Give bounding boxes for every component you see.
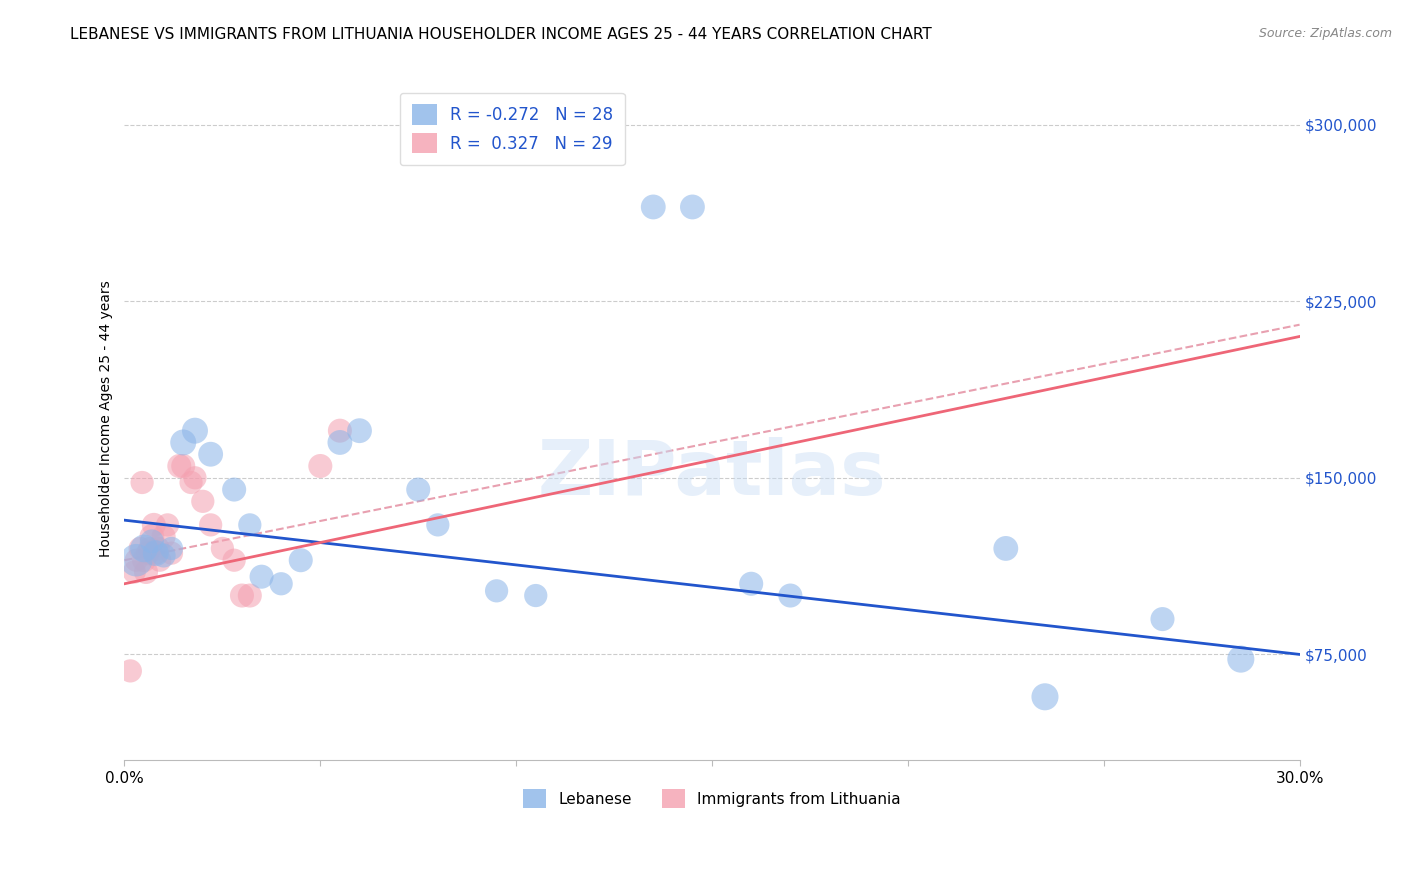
Point — [160, 541, 183, 556]
Point — [146, 541, 169, 556]
Point — [169, 458, 191, 473]
Y-axis label: Householder Income Ages 25 - 44 years: Householder Income Ages 25 - 44 years — [100, 281, 114, 558]
Point — [149, 553, 172, 567]
Point — [270, 576, 292, 591]
Point — [779, 589, 801, 603]
Point — [141, 530, 163, 544]
Point — [139, 541, 162, 556]
Text: LEBANESE VS IMMIGRANTS FROM LITHUANIA HOUSEHOLDER INCOME AGES 25 - 44 YEARS CORR: LEBANESE VS IMMIGRANTS FROM LITHUANIA HO… — [70, 27, 932, 42]
Point — [1033, 690, 1056, 704]
Point — [239, 517, 262, 532]
Point — [125, 553, 148, 567]
Point — [224, 553, 246, 567]
Point — [406, 483, 429, 497]
Point — [740, 576, 762, 591]
Point — [200, 517, 222, 532]
Point — [329, 435, 352, 450]
Point — [349, 424, 371, 438]
Point — [145, 546, 167, 560]
Point — [224, 483, 246, 497]
Point — [191, 494, 214, 508]
Point — [200, 447, 222, 461]
Point — [1230, 652, 1253, 666]
Point — [122, 565, 145, 579]
Point — [643, 200, 665, 214]
Point — [152, 530, 174, 544]
Point — [142, 517, 165, 532]
Point — [120, 664, 142, 678]
Point — [125, 553, 148, 567]
Point — [290, 553, 312, 567]
Point — [172, 458, 194, 473]
Point — [1152, 612, 1174, 626]
Point — [172, 435, 194, 450]
Point — [524, 589, 547, 603]
Point — [132, 553, 155, 567]
Point — [145, 546, 167, 560]
Point — [131, 475, 153, 490]
Point — [994, 541, 1017, 556]
Point — [211, 541, 233, 556]
Text: Source: ZipAtlas.com: Source: ZipAtlas.com — [1258, 27, 1392, 40]
Point — [231, 589, 253, 603]
Point — [184, 471, 207, 485]
Legend: Lebanese, Immigrants from Lithuania: Lebanese, Immigrants from Lithuania — [517, 783, 907, 814]
Point — [184, 424, 207, 438]
Point — [250, 570, 273, 584]
Point — [132, 541, 155, 556]
Point — [309, 458, 332, 473]
Point — [152, 549, 174, 563]
Point — [426, 517, 449, 532]
Point — [485, 583, 508, 598]
Point — [329, 424, 352, 438]
Point — [239, 589, 262, 603]
Point — [141, 534, 163, 549]
Point — [135, 565, 157, 579]
Point — [156, 517, 179, 532]
Text: ZIPatlas: ZIPatlas — [537, 436, 886, 510]
Point — [160, 546, 183, 560]
Point — [129, 541, 152, 556]
Point — [136, 546, 159, 560]
Point — [180, 475, 202, 490]
Point — [681, 200, 703, 214]
